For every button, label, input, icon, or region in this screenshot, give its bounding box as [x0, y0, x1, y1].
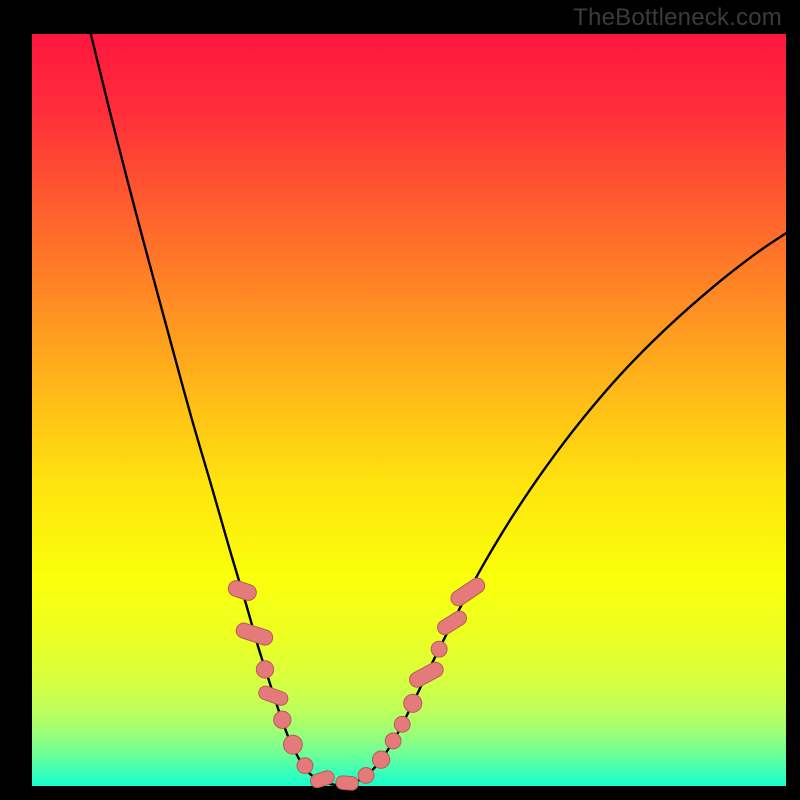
watermark-text: TheBottleneck.com — [573, 4, 782, 32]
bead — [407, 660, 446, 690]
bead — [226, 579, 258, 603]
bead — [385, 733, 401, 749]
bead — [435, 608, 469, 637]
bead — [358, 768, 374, 784]
bead — [274, 711, 291, 728]
bead — [257, 684, 290, 707]
bead — [335, 775, 359, 790]
bead — [394, 716, 410, 732]
bead — [297, 758, 313, 774]
plot-area — [32, 34, 786, 786]
bead — [372, 751, 389, 768]
bead — [234, 621, 274, 647]
bead-group — [226, 575, 487, 790]
bead — [256, 661, 273, 678]
bead — [283, 735, 302, 754]
bead — [431, 641, 447, 657]
bead — [448, 575, 488, 609]
bead — [404, 694, 422, 712]
curve-layer — [32, 34, 786, 786]
